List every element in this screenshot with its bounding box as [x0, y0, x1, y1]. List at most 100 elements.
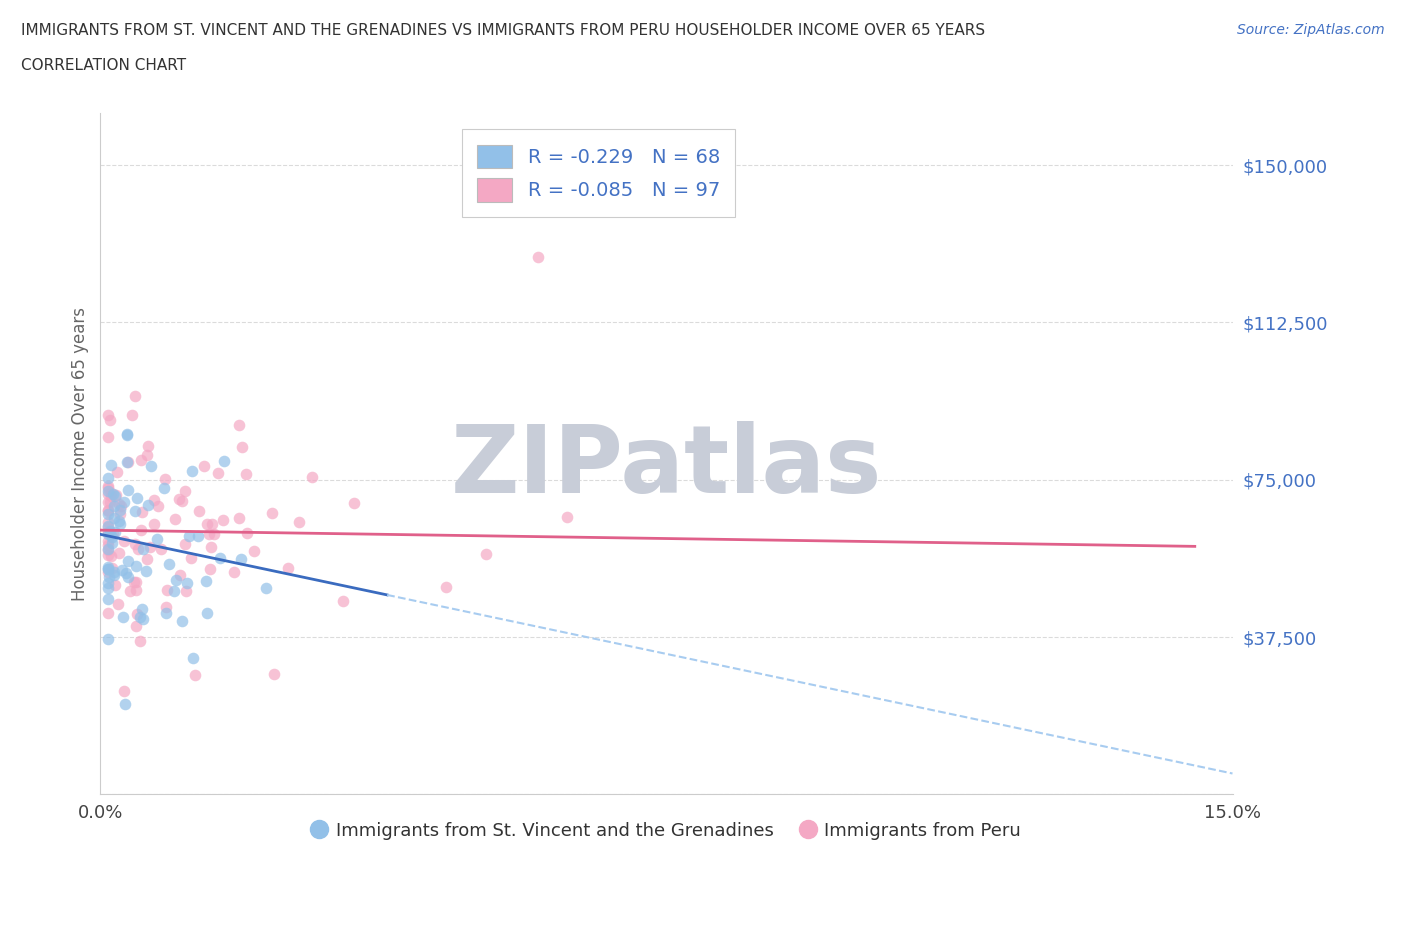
Point — [117, 455, 139, 470]
Point — [179, 528, 201, 543]
Point — [142, 516, 165, 531]
Point — [150, 541, 173, 556]
Point — [176, 576, 198, 591]
Point — [193, 458, 215, 473]
Point — [98, 494, 121, 509]
Point — [131, 505, 153, 520]
Point — [135, 551, 157, 566]
Point — [557, 510, 579, 525]
Point — [125, 559, 148, 574]
Point — [129, 634, 152, 649]
Point — [224, 565, 246, 580]
Point — [97, 533, 120, 548]
Point — [97, 481, 120, 496]
Point — [157, 556, 180, 571]
Point — [198, 562, 221, 577]
Point — [100, 489, 122, 504]
Point — [195, 606, 218, 621]
Point — [125, 606, 148, 621]
Point — [97, 519, 120, 534]
Point — [174, 484, 197, 498]
Point — [200, 539, 222, 554]
Point — [97, 565, 120, 579]
Point — [115, 426, 138, 441]
Point — [155, 605, 177, 620]
Point — [97, 559, 120, 574]
Point — [97, 514, 120, 529]
Point — [288, 515, 311, 530]
Point — [97, 520, 120, 535]
Point — [101, 536, 124, 551]
Point — [127, 541, 149, 556]
Point — [117, 455, 139, 470]
Point — [527, 250, 550, 265]
Point — [195, 573, 218, 588]
Point — [136, 498, 159, 512]
Point — [153, 472, 176, 487]
Point — [101, 529, 124, 544]
Point — [98, 526, 121, 541]
Text: IMMIGRANTS FROM ST. VINCENT AND THE GRENADINES VS IMMIGRANTS FROM PERU HOUSEHOLD: IMMIGRANTS FROM ST. VINCENT AND THE GREN… — [21, 23, 986, 38]
Point — [125, 491, 148, 506]
Point — [117, 554, 139, 569]
Point — [107, 464, 129, 479]
Point — [207, 466, 229, 481]
Point — [97, 541, 120, 556]
Point — [101, 561, 124, 576]
Point — [254, 580, 277, 595]
Point — [97, 484, 120, 498]
Point — [131, 602, 153, 617]
Point — [111, 563, 134, 578]
Point — [97, 495, 120, 510]
Point — [125, 582, 148, 597]
Point — [97, 580, 120, 595]
Point — [343, 496, 366, 511]
Point — [235, 467, 257, 482]
Point — [202, 526, 225, 541]
Point — [172, 494, 194, 509]
Point — [153, 481, 176, 496]
Point — [97, 576, 120, 591]
Point — [100, 524, 122, 538]
Point — [103, 511, 125, 525]
Point — [97, 479, 120, 494]
Point — [103, 498, 125, 513]
Point — [97, 430, 120, 445]
Point — [101, 486, 124, 501]
Point — [112, 495, 135, 510]
Point — [139, 539, 162, 554]
Point — [117, 483, 139, 498]
Point — [174, 584, 197, 599]
Point — [195, 516, 218, 531]
Point — [103, 565, 125, 579]
Point — [142, 492, 165, 507]
Point — [104, 578, 127, 592]
Point — [97, 486, 120, 501]
Point — [301, 470, 323, 485]
Point — [104, 525, 127, 539]
Point — [98, 569, 121, 584]
Point — [122, 574, 145, 589]
Point — [146, 532, 169, 547]
Point — [112, 534, 135, 549]
Point — [97, 503, 120, 518]
Point — [97, 605, 120, 620]
Point — [263, 667, 285, 682]
Point — [112, 610, 135, 625]
Point — [243, 544, 266, 559]
Point — [434, 580, 457, 595]
Point — [172, 613, 194, 628]
Point — [108, 506, 131, 521]
Point — [100, 458, 122, 472]
Point — [97, 407, 120, 422]
Point — [128, 610, 150, 625]
Point — [117, 569, 139, 584]
Point — [100, 485, 122, 500]
Point — [100, 548, 122, 563]
Point — [97, 562, 120, 577]
Point — [148, 498, 170, 513]
Point — [169, 567, 191, 582]
Point — [97, 542, 120, 557]
Point — [97, 526, 120, 541]
Point — [236, 526, 259, 541]
